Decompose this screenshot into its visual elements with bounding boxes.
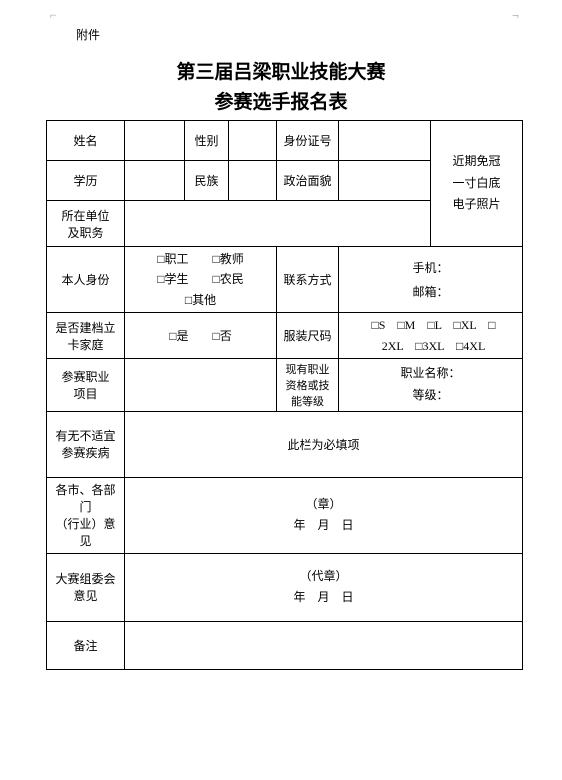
corner-top-right: ¬ xyxy=(512,8,526,23)
label-name: 姓名 xyxy=(47,121,125,161)
field-identity-options[interactable]: □职工 □教师 □学生 □农民 □其他 xyxy=(125,247,277,313)
dept-opinion-text: 各市、各部门 （行业）意见 xyxy=(55,483,115,548)
field-education[interactable] xyxy=(125,161,185,201)
label-education: 学历 xyxy=(47,161,125,201)
label-existing-qual: 现有职业 资格或技 能等级 xyxy=(277,358,339,411)
label-contact: 联系方式 xyxy=(277,247,339,313)
size-opts-text: □S □M □L □XL □ 2XL □3XL □4XL xyxy=(371,318,495,352)
label-dept-opinion: 各市、各部门 （行业）意见 xyxy=(47,477,125,553)
field-yes-no[interactable]: □是 □否 xyxy=(125,313,277,359)
field-committee[interactable]: （代章） 年 月 日 xyxy=(125,553,523,621)
label-committee: 大赛组委会 意见 xyxy=(47,553,125,621)
label-disease: 有无不适宜 参赛疾病 xyxy=(47,411,125,477)
level-label: 等级： xyxy=(412,388,448,402)
proxy-seal-text: （代章） xyxy=(299,569,347,583)
phone-label: 手机： xyxy=(412,261,448,275)
photo-label: 近期免冠 一寸白底 电子照片 xyxy=(452,154,500,211)
form-title: 第三届吕梁职业技能大赛 参赛选手报名表 xyxy=(0,58,562,119)
label-filed-family: 是否建档立 卡家庭 xyxy=(47,313,125,359)
seal-text-1: （章） xyxy=(305,497,341,511)
committee-text: 大赛组委会 意见 xyxy=(55,572,115,603)
date-text-2: 年 月 日 xyxy=(293,590,353,604)
label-competition-item: 参赛职业 项目 xyxy=(47,358,125,411)
label-gender: 性别 xyxy=(185,121,229,161)
field-remark[interactable] xyxy=(125,621,523,669)
existing-qual-text: 现有职业 资格或技 能等级 xyxy=(286,364,330,408)
label-unit-job: 所在单位 及职务 xyxy=(47,201,125,247)
field-contact[interactable]: 手机： 邮箱： xyxy=(339,247,523,313)
unit-job-text: 所在单位 及职务 xyxy=(61,209,109,240)
field-dept-opinion[interactable]: （章） 年 月 日 xyxy=(125,477,523,553)
date-text-1: 年 月 日 xyxy=(293,518,353,532)
field-ethnicity[interactable] xyxy=(229,161,277,201)
photo-cell[interactable]: 近期免冠 一寸白底 电子照片 xyxy=(431,121,523,247)
required-note: 此栏为必填项 xyxy=(287,438,359,452)
field-qual[interactable]: 职业名称： 等级： xyxy=(339,358,523,411)
email-label: 邮箱： xyxy=(412,285,448,299)
identity-opts-text: □职工 □教师 □学生 □农民 □其他 xyxy=(157,252,244,307)
filed-family-text: 是否建档立 卡家庭 xyxy=(55,321,115,352)
field-id-no[interactable] xyxy=(339,121,431,161)
field-gender[interactable] xyxy=(229,121,277,161)
field-politics[interactable] xyxy=(339,161,431,201)
attachment-label: 附件 xyxy=(76,26,100,43)
label-self-identity: 本人身份 xyxy=(47,247,125,313)
label-size: 服装尺码 xyxy=(277,313,339,359)
label-id-no: 身份证号 xyxy=(277,121,339,161)
occ-name-label: 职业名称： xyxy=(400,366,460,380)
label-politics: 政治面貌 xyxy=(277,161,339,201)
disease-text: 有无不适宜 参赛疾病 xyxy=(55,429,115,460)
field-competition-item[interactable] xyxy=(125,358,277,411)
field-size-options[interactable]: □S □M □L □XL □ 2XL □3XL □4XL xyxy=(339,313,523,359)
title-line2: 参赛选手报名表 xyxy=(0,88,562,118)
registration-form-table: 姓名 性别 身份证号 近期免冠 一寸白底 电子照片 学历 民族 政治面貌 所在单… xyxy=(46,120,523,670)
field-disease[interactable]: 此栏为必填项 xyxy=(125,411,523,477)
title-line1: 第三届吕梁职业技能大赛 xyxy=(0,58,562,88)
competition-item-text: 参赛职业 项目 xyxy=(61,370,109,401)
label-remark: 备注 xyxy=(47,621,125,669)
field-unit-job[interactable] xyxy=(125,201,431,247)
corner-top-left: ⌐ xyxy=(50,8,64,23)
label-ethnicity: 民族 xyxy=(185,161,229,201)
field-name[interactable] xyxy=(125,121,185,161)
